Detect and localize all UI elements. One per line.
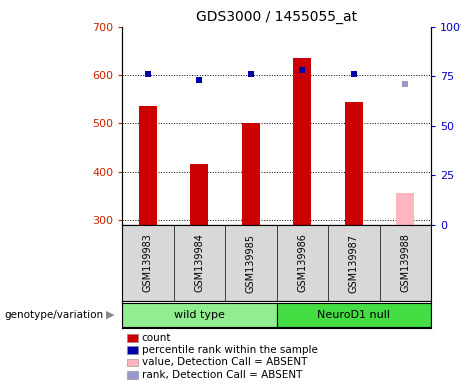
- Text: GSM139983: GSM139983: [143, 233, 153, 293]
- Text: GSM139986: GSM139986: [297, 233, 307, 293]
- Title: GDS3000 / 1455055_at: GDS3000 / 1455055_at: [196, 10, 357, 25]
- Bar: [293, 58, 311, 225]
- Text: count: count: [142, 333, 171, 343]
- Text: GSM139984: GSM139984: [195, 233, 204, 293]
- Bar: [396, 193, 414, 225]
- Text: GSM139988: GSM139988: [400, 233, 410, 293]
- Text: wild type: wild type: [174, 310, 225, 320]
- Bar: [190, 164, 208, 225]
- Bar: [139, 106, 157, 225]
- Text: ▶: ▶: [106, 310, 115, 320]
- Text: percentile rank within the sample: percentile rank within the sample: [142, 345, 318, 355]
- Text: GSM139985: GSM139985: [246, 233, 256, 293]
- Bar: [277, 303, 431, 327]
- Text: NeuroD1 null: NeuroD1 null: [317, 310, 390, 320]
- Text: rank, Detection Call = ABSENT: rank, Detection Call = ABSENT: [142, 370, 302, 380]
- Text: genotype/variation: genotype/variation: [5, 310, 104, 320]
- Bar: [345, 102, 363, 225]
- Text: GSM139987: GSM139987: [349, 233, 359, 293]
- Bar: [242, 123, 260, 225]
- Text: value, Detection Call = ABSENT: value, Detection Call = ABSENT: [142, 358, 307, 367]
- Bar: [122, 303, 277, 327]
